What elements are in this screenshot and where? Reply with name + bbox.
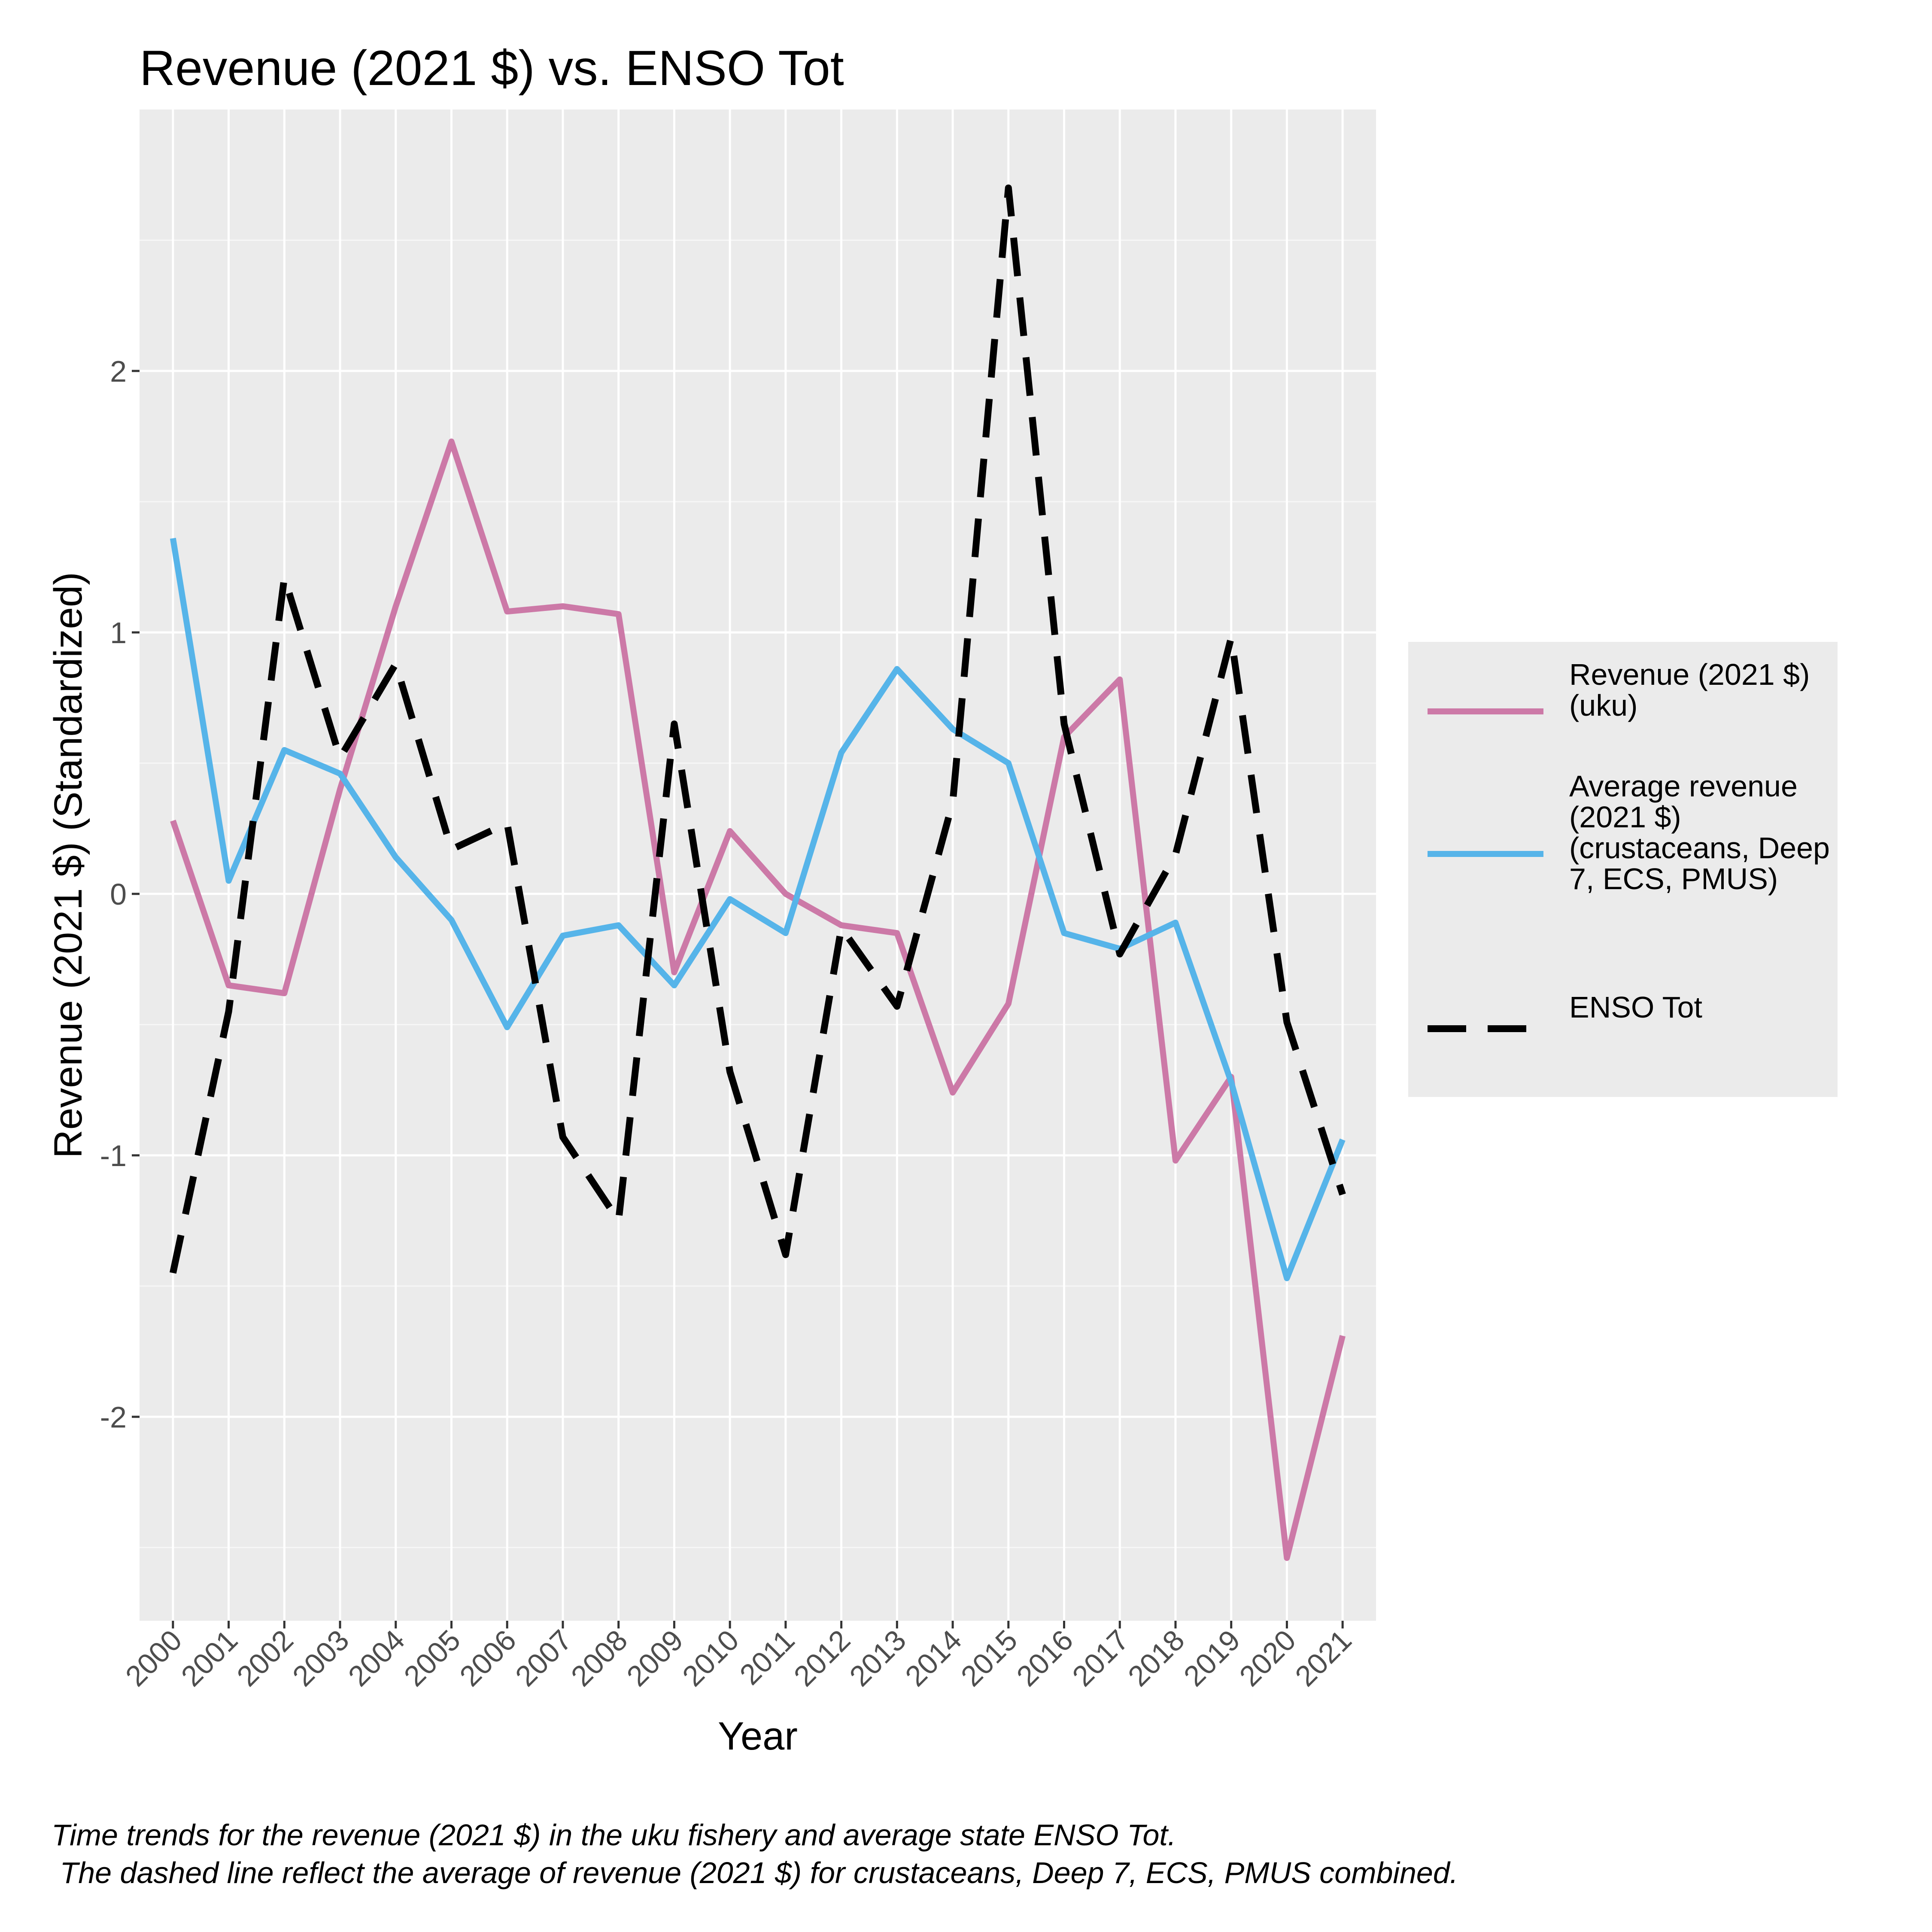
- legend-label-line: 7, ECS, PMUS): [1569, 862, 1778, 896]
- x-tick-label: 2012: [787, 1624, 857, 1693]
- legend: Revenue (2021 $) (uku) Average revenue (202…: [1408, 642, 1838, 1097]
- legend-label-line: (uku): [1569, 689, 1637, 722]
- series-line-1: [170, 438, 1346, 1561]
- legend-label-2: Average revenue (2021 $) (crustaceans, Dee…: [1569, 769, 1830, 896]
- y-tick-label: 0: [110, 878, 127, 911]
- y-axis-label: Revenue (2021 $) (Standardized): [46, 572, 90, 1158]
- x-tick-label: 2015: [955, 1624, 1024, 1693]
- x-tick-label: 2008: [565, 1624, 634, 1693]
- x-tick-label: 2013: [843, 1624, 912, 1693]
- y-tick-label: 1: [110, 616, 127, 650]
- series-lines: [169, 184, 1346, 1561]
- x-tick-label: 2000: [119, 1624, 188, 1693]
- x-tick-label: 2016: [1010, 1624, 1079, 1693]
- x-tick-label: 2002: [231, 1624, 300, 1693]
- x-tick-label: 2019: [1178, 1624, 1247, 1693]
- x-tick-label: 2020: [1233, 1624, 1302, 1693]
- grid-major: [140, 109, 1376, 1621]
- x-tick-label: 2003: [286, 1624, 355, 1693]
- legend-label-line: Average revenue: [1569, 769, 1798, 803]
- caption-line-1: Time trends for the revenue (2021 $) in …: [52, 1818, 1176, 1852]
- x-tick-label: 2007: [509, 1624, 578, 1693]
- x-tick-label: 2005: [398, 1624, 467, 1693]
- legend-label-3: ENSO Tot: [1569, 990, 1702, 1024]
- legend-items: Revenue (2021 $) (uku) Average revenue (202…: [1428, 658, 1830, 1032]
- legend-label-line: (2021 $): [1569, 800, 1681, 834]
- legend-label-line: Revenue (2021 $): [1569, 658, 1810, 691]
- y-axis: -2 -1 0 1 2: [100, 355, 140, 1434]
- legend-label-line: (crustaceans, Deep: [1569, 831, 1830, 865]
- y-tick-label: 2: [110, 355, 127, 388]
- figure-caption: Time trends for the revenue (2021 $) in …: [52, 1816, 1898, 1892]
- caption-line-2: The dashed line reflect the average of r…: [52, 1856, 1458, 1889]
- x-tick-label: 2018: [1122, 1624, 1191, 1693]
- x-tick-label: 2010: [676, 1624, 745, 1693]
- x-tick-label: 2021: [1289, 1624, 1358, 1693]
- x-tick-label: 2006: [453, 1624, 522, 1693]
- series-line-2: [170, 538, 1346, 1282]
- x-axis-label: Year: [718, 1714, 798, 1758]
- y-tick-label: -1: [100, 1139, 127, 1173]
- x-tick-label: 2011: [733, 1624, 801, 1691]
- x-tick-label: 2001: [175, 1624, 244, 1693]
- series-line-3: [169, 184, 1346, 1274]
- x-tick-label: 2014: [899, 1624, 968, 1693]
- x-tick-label: 2017: [1066, 1624, 1135, 1693]
- x-axis: 2000200120022003200420052006200720082009…: [119, 1621, 1358, 1693]
- legend-label-line: ENSO Tot: [1569, 990, 1702, 1024]
- chart-title: Revenue (2021 $) vs. ENSO Tot: [140, 41, 844, 96]
- x-tick-label: 2004: [342, 1624, 411, 1693]
- y-tick-label: -2: [100, 1400, 127, 1434]
- legend-label-1: Revenue (2021 $) (uku): [1569, 658, 1810, 722]
- legend-background: [1408, 642, 1838, 1097]
- x-tick-label: 2009: [620, 1624, 690, 1693]
